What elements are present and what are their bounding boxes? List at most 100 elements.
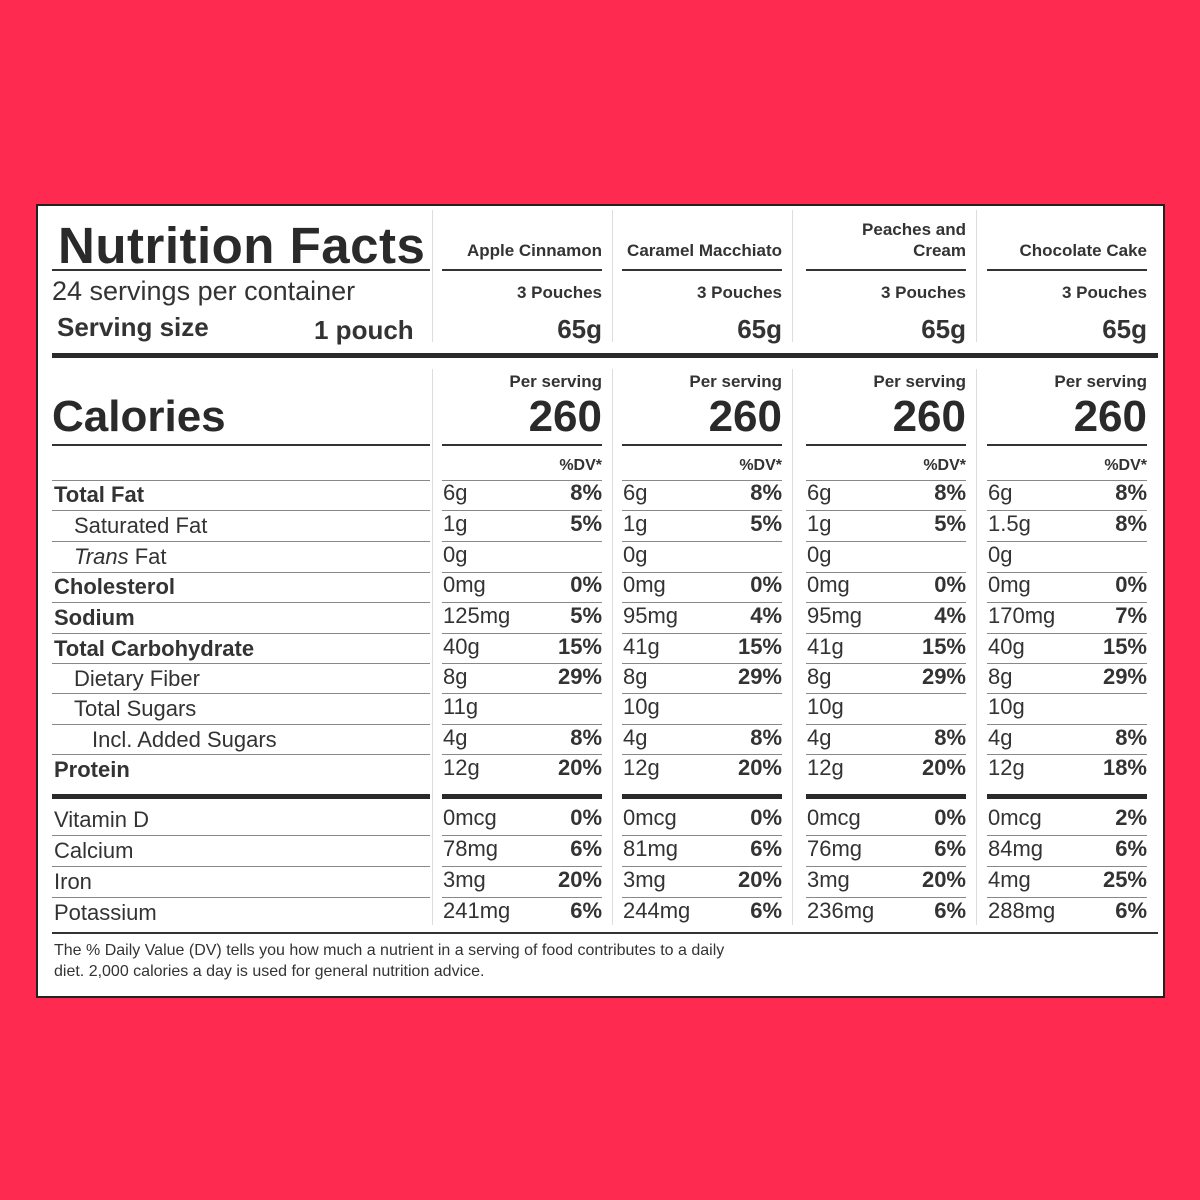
nutrient-dv-percent: 4% bbox=[750, 603, 782, 628]
nutrient-label: Total Fat bbox=[54, 482, 145, 507]
nutrient-amount: 40g bbox=[443, 634, 480, 659]
nutrient-dv-percent: 5% bbox=[750, 511, 782, 536]
column-separator-body bbox=[976, 369, 977, 925]
column-separator-top bbox=[976, 210, 977, 342]
nutrient-label: Saturated Fat bbox=[74, 513, 208, 538]
nutrient-dv-percent: 2% bbox=[1115, 805, 1147, 830]
product-name-rule bbox=[987, 269, 1147, 271]
nutrient-row-rule bbox=[52, 724, 430, 725]
nutrient-label: Incl. Added Sugars bbox=[92, 727, 277, 752]
value-row-rule bbox=[806, 633, 966, 634]
product-name-rule bbox=[622, 269, 782, 271]
nutrient-dv-percent: 20% bbox=[557, 867, 602, 892]
nutrient-dv-percent: 6% bbox=[750, 898, 782, 923]
value-row-rule bbox=[987, 663, 1147, 664]
nutrient-dv-percent: 8% bbox=[1115, 725, 1147, 750]
value-row-rule bbox=[622, 510, 782, 511]
product-name-line2: Chocolate Cake bbox=[1019, 241, 1147, 260]
nutrient-dv-percent: 6% bbox=[1115, 836, 1147, 861]
nutrient-row-rule bbox=[52, 510, 430, 511]
value-row-rule bbox=[987, 897, 1147, 898]
column-separator-top bbox=[792, 210, 793, 342]
nutrient-dv-percent: 6% bbox=[750, 836, 782, 861]
nutrient-amount: 3mg bbox=[443, 867, 486, 892]
nutrient-amount: 84mg bbox=[988, 836, 1044, 861]
value-row-rule bbox=[622, 835, 782, 836]
nutrient-amount: 1g bbox=[807, 511, 832, 536]
nutrient-amount: 95mg bbox=[807, 603, 863, 628]
dv-header: %DV* bbox=[739, 457, 782, 474]
product-name-rule bbox=[442, 269, 602, 271]
nutrient-dv-percent: 15% bbox=[1102, 634, 1147, 659]
column-separator-body bbox=[612, 369, 613, 925]
nutrient-dv-percent: 5% bbox=[934, 511, 966, 536]
value-row-rule bbox=[622, 541, 782, 542]
nutrient-dv-percent: 8% bbox=[934, 725, 966, 750]
nutrient-amount: 41g bbox=[623, 634, 660, 659]
footnote-rule bbox=[52, 932, 1158, 934]
nutrient-dv-percent: 0% bbox=[750, 805, 782, 830]
value-row-rule bbox=[442, 602, 602, 603]
nutrient-amount: 0mg bbox=[623, 572, 666, 597]
nutrient-dv-percent: 6% bbox=[1115, 898, 1147, 923]
nutrient-amount: 3mg bbox=[807, 867, 850, 892]
nutrient-dv-percent: 5% bbox=[570, 511, 602, 536]
nutrient-dv-percent: 6% bbox=[934, 898, 966, 923]
per-serving-label: Per serving bbox=[873, 372, 966, 391]
nutrient-row-rule bbox=[52, 480, 430, 481]
nutrient-label: Trans Fat bbox=[74, 544, 167, 570]
nutrient-dv-percent: 4% bbox=[934, 603, 966, 628]
nutrient-amount: 0mg bbox=[443, 572, 486, 597]
nutrient-dv-percent: 29% bbox=[921, 664, 966, 689]
nutrient-amount: 4mg bbox=[988, 867, 1031, 892]
value-row-rule bbox=[806, 835, 966, 836]
value-row-rule bbox=[622, 480, 782, 481]
nutrient-amount: 4g bbox=[988, 725, 1013, 750]
nutrient-label: Dietary Fiber bbox=[74, 666, 200, 691]
calories-label: Calories bbox=[52, 392, 226, 441]
nutrient-amount: 41g bbox=[807, 634, 844, 659]
footnote-text: The % Daily Value (DV) tells you how muc… bbox=[54, 942, 725, 980]
value-row-rule bbox=[987, 633, 1147, 634]
value-row-rule bbox=[622, 693, 782, 694]
value-row-rule bbox=[987, 602, 1147, 603]
per-serving-label: Per serving bbox=[509, 372, 602, 391]
title-rule bbox=[52, 269, 430, 271]
thick-rule-top bbox=[52, 353, 1158, 358]
nutrient-amount: 0mcg bbox=[807, 805, 861, 830]
product-name-line2: Apple Cinnamon bbox=[466, 241, 602, 260]
nutrient-label-suffix: Fat bbox=[128, 544, 167, 569]
nutrient-amount: 8g bbox=[988, 664, 1013, 689]
nutrient-amount: 4g bbox=[443, 725, 468, 750]
calories-value: 260 bbox=[528, 392, 602, 441]
calories-rule bbox=[622, 444, 782, 446]
nutrient-amount: 3mg bbox=[623, 867, 666, 892]
calories-rule bbox=[987, 444, 1147, 446]
nutrient-amount: 0g bbox=[807, 542, 832, 567]
value-row-rule bbox=[987, 835, 1147, 836]
value-row-rule bbox=[622, 633, 782, 634]
value-row-rule bbox=[442, 663, 602, 664]
dv-header: %DV* bbox=[923, 457, 966, 474]
thick-rule-values bbox=[622, 794, 782, 799]
nutrient-amount: 1.5g bbox=[988, 511, 1031, 536]
nutrient-amount: 8g bbox=[443, 664, 468, 689]
nutrient-dv-percent: 6% bbox=[570, 836, 602, 861]
nutrient-amount: 0mg bbox=[807, 572, 850, 597]
nutrient-row-rule bbox=[52, 866, 430, 867]
thick-rule-values bbox=[987, 794, 1147, 799]
nutrient-row-rule bbox=[52, 693, 430, 694]
dv-header: %DV* bbox=[1104, 457, 1147, 474]
nutrient-dv-percent: 29% bbox=[557, 664, 602, 689]
nutrient-amount: 12g bbox=[988, 755, 1025, 780]
value-row-rule bbox=[806, 724, 966, 725]
nutrient-row-rule bbox=[52, 602, 430, 603]
nutrient-row-rule bbox=[52, 572, 430, 573]
product-name-line2: Cream bbox=[913, 241, 966, 260]
calories-value: 260 bbox=[708, 392, 782, 441]
thick-rule-label bbox=[52, 794, 430, 799]
nutrient-label: Calcium bbox=[54, 838, 134, 863]
product-serving-grams: 65g bbox=[1102, 314, 1147, 344]
nutrient-amount: 0g bbox=[623, 542, 648, 567]
nutrient-dv-percent: 8% bbox=[750, 725, 782, 750]
